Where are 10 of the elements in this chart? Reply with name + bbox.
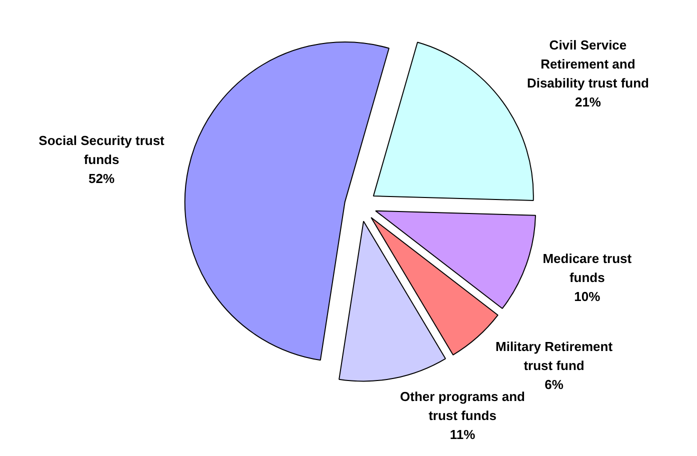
data-label: 11% [450, 427, 476, 442]
slice-label: Social Security trust funds [38, 133, 166, 168]
slice-label: Medicare trust funds [542, 250, 632, 285]
data-label: 10% [574, 288, 601, 304]
slice-label: Civil Service Retirement and Disability trust fund [526, 37, 650, 90]
data-label: 52% [88, 171, 115, 186]
data-label: 21% [574, 94, 602, 110]
data-label: 6% [544, 377, 564, 392]
slice-label: Military Retirement trust fund [496, 339, 614, 374]
slice-label: Other programs and trust funds [400, 389, 526, 424]
